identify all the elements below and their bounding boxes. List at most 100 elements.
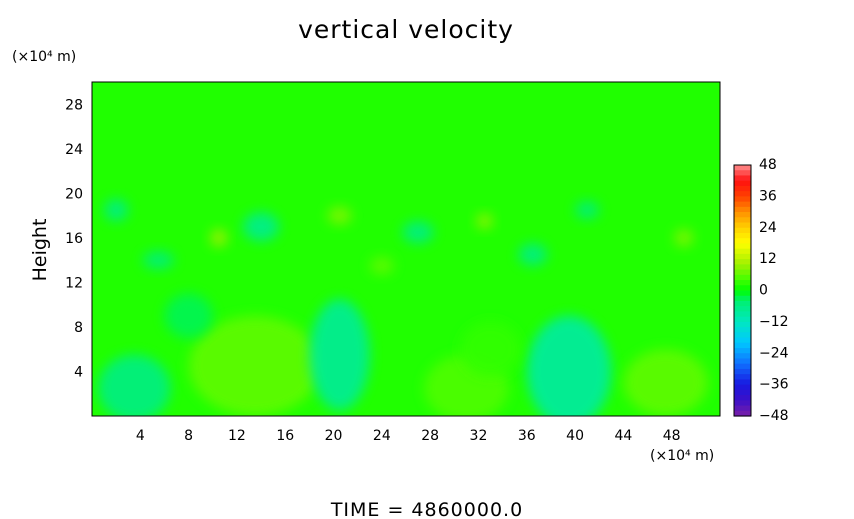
colorbar-swatch: [734, 290, 751, 297]
colorbar-frame: [733, 164, 752, 417]
colorbar-swatch: [734, 196, 751, 203]
x-tick-label: 28: [421, 428, 439, 444]
colorbar-swatch: [734, 389, 751, 396]
heatmap-cell: [623, 349, 708, 416]
y-tick-label: 28: [65, 97, 83, 113]
colorbar-level-label: −36: [759, 377, 789, 393]
time-label: TIME = 4860000.0: [330, 499, 523, 519]
colorbar-swatch: [734, 384, 751, 391]
colorbar-swatch: [734, 405, 751, 412]
colorbar-swatch: [734, 259, 751, 265]
x-tick-label: 4: [136, 428, 145, 444]
colorbar-swatch: [734, 269, 751, 276]
heatmap-background: [92, 82, 720, 416]
colorbar-swatch: [734, 327, 751, 333]
plot-area: [91, 81, 721, 417]
heatmap-cell: [309, 299, 370, 411]
colorbar-swatch: [734, 253, 751, 260]
colorbar-swatch: [734, 306, 751, 313]
colorbar-swatch: [734, 280, 751, 286]
colorbar-swatch: [734, 274, 751, 281]
colorbar-swatch: [734, 191, 751, 197]
colorbar-swatch: [734, 353, 751, 360]
heatmap-cell: [164, 293, 213, 339]
chart-title: vertical velocity: [298, 15, 514, 44]
colorbar-swatch: [734, 400, 751, 407]
colorbar-swatch: [734, 185, 751, 192]
colorbar-swatch: [734, 222, 751, 229]
colorbar-swatch: [734, 227, 751, 234]
colorbar: [733, 164, 752, 417]
heatmap-cell: [210, 228, 228, 247]
heatmap-cell: [674, 228, 694, 247]
x-tick-label: 16: [276, 428, 294, 444]
colorbar-swatch: [734, 206, 751, 213]
x-tick-label: 44: [614, 428, 632, 444]
colorbar-swatch: [734, 379, 751, 386]
y-tick-label: 4: [74, 364, 83, 380]
colorbar-swatch: [734, 243, 751, 250]
colorbar-swatch: [734, 316, 751, 323]
colorbar-swatch: [734, 332, 751, 339]
y-unit-label: (×10⁴ m): [12, 49, 76, 65]
colorbar-swatch: [734, 170, 751, 177]
heatmap-cell: [188, 315, 322, 416]
colorbar-swatch: [734, 348, 751, 354]
heatmap-cell: [142, 251, 175, 270]
heatmap-cell: [476, 213, 493, 229]
colorbar-level-label: 0: [759, 283, 768, 299]
x-tick-label: 8: [184, 428, 193, 444]
colorbar-level-label: 48: [759, 157, 777, 173]
colorbar-swatch: [734, 358, 751, 365]
heatmap-cell: [575, 201, 600, 219]
colorbar-swatch: [734, 212, 751, 218]
colorbar-swatch: [734, 374, 751, 380]
colorbar-swatch: [734, 285, 751, 292]
colorbar-swatch: [734, 217, 751, 224]
colorbar-swatch: [734, 238, 751, 245]
x-unit-label: (×10⁴ m): [650, 448, 714, 464]
heatmap-cell: [460, 321, 521, 378]
y-axis-ticks: 4 8 12 16 20 24 28: [65, 97, 83, 380]
x-tick-label: 12: [228, 428, 246, 444]
colorbar-swatch: [734, 232, 751, 239]
colorbar-swatch: [734, 342, 751, 349]
colorbar-level-label: 12: [759, 251, 777, 267]
colorbar-swatch: [734, 410, 751, 417]
heatmap-cell: [327, 206, 352, 225]
colorbar-swatch: [734, 363, 751, 370]
x-tick-label: 40: [566, 428, 584, 444]
colorbar-swatch: [734, 368, 751, 375]
colorbar-level-label: 24: [759, 220, 777, 236]
y-tick-label: 24: [65, 142, 83, 158]
colorbar-swatch: [734, 300, 751, 307]
colorbar-swatch: [734, 201, 751, 208]
heatmap-cell: [104, 198, 129, 222]
colorbar-swatch: [734, 295, 751, 302]
heatmap-cell: [369, 256, 394, 275]
y-axis-label: Height: [29, 219, 51, 282]
colorbar-swatch: [734, 180, 751, 187]
x-tick-label: 36: [518, 428, 536, 444]
y-tick-label: 8: [74, 320, 83, 336]
x-tick-label: 20: [325, 428, 343, 444]
colorbar-level-label: −24: [759, 345, 789, 361]
colorbar-swatch: [734, 248, 751, 255]
colorbar-labels: 48 36 24 12 0 −12 −24 −36 −48: [759, 157, 789, 424]
colorbar-level-label: −12: [759, 314, 789, 330]
colorbar-level-label: −48: [759, 408, 789, 424]
y-tick-label: 16: [65, 231, 83, 247]
plot-frame: [91, 81, 721, 417]
x-tick-label: 48: [663, 428, 681, 444]
heatmap-cell: [98, 354, 171, 416]
heatmap-cell: [242, 212, 280, 242]
colorbar-level-label: 36: [759, 188, 777, 204]
y-tick-label: 20: [65, 186, 83, 202]
colorbar-swatch: [734, 175, 751, 182]
x-tick-label: 24: [373, 428, 391, 444]
x-tick-label: 32: [470, 428, 488, 444]
heatmap-cell: [518, 243, 548, 266]
y-tick-label: 12: [65, 275, 83, 291]
colorbar-swatch: [734, 311, 751, 318]
